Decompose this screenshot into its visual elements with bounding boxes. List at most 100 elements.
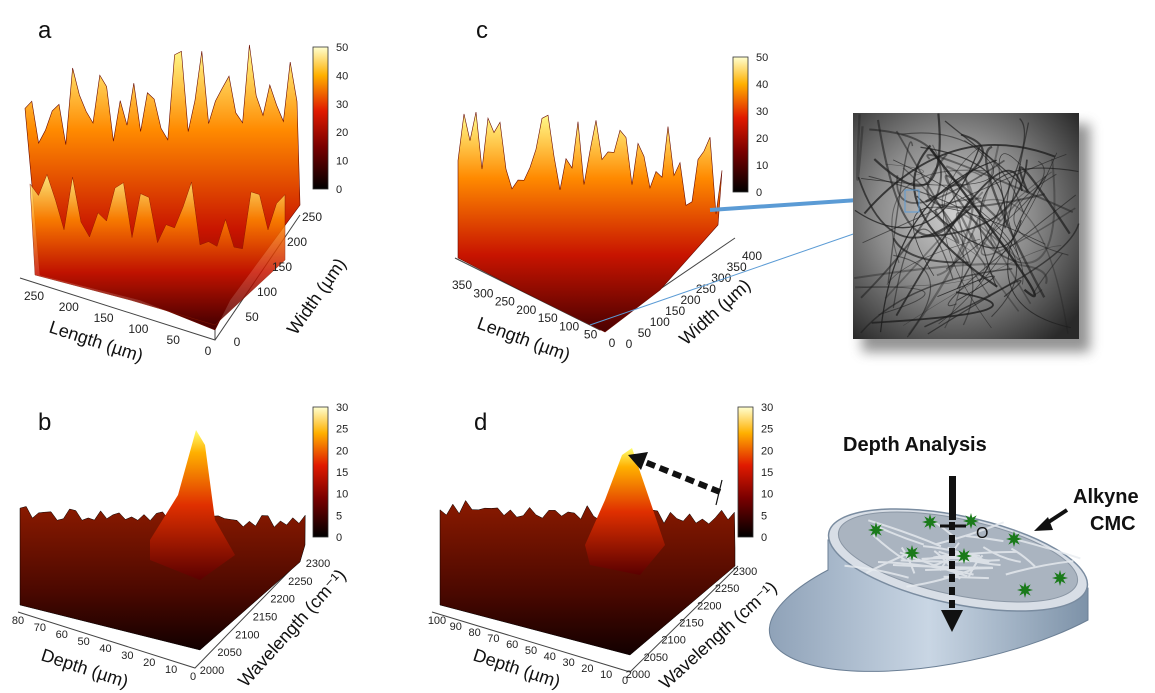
panel-a-length-ticks: 250 200 150 100 50 0: [24, 289, 212, 358]
fiber-strand: [887, 141, 914, 283]
fiber-strand: [1007, 175, 1071, 329]
panel-d-letter: d: [474, 409, 487, 436]
origin-label: O: [976, 525, 988, 542]
fiber-strand: [979, 167, 1079, 288]
fiber-strand: [924, 223, 1080, 328]
fiber-strand: [868, 175, 1018, 318]
axis-tick-label: 2150: [253, 612, 277, 624]
cmc-particle-icon: [1017, 582, 1033, 598]
dashed-arrow-head: [628, 452, 648, 470]
axis-tick-label: 2200: [697, 600, 721, 612]
schematic-title: Depth Analysis: [843, 434, 987, 456]
colorbar-tick-label: 10: [761, 489, 773, 501]
fiber-strand: [892, 228, 954, 309]
fiber-strand: [892, 237, 969, 264]
axis-tick-label: 50: [245, 310, 259, 324]
axis-tick-label: 80: [468, 627, 480, 639]
panel-c-letter: c: [476, 17, 488, 44]
axis-tick-label: 70: [487, 633, 499, 645]
disk-fibers: [844, 519, 1081, 588]
fiber-strand: [936, 144, 1000, 277]
cmc-particle-icon: [904, 545, 920, 561]
colorbar-tick-label: 10: [336, 156, 348, 168]
axis-tick-label: 80: [12, 615, 24, 627]
panel-a-colorbar-ticks: 0 10 20 30 40 50: [336, 42, 348, 196]
fiber-strand: [895, 130, 960, 244]
panel-d-colorbar: [737, 406, 754, 538]
fiber-strand: [913, 144, 998, 288]
colorbar-tick-label: 0: [336, 532, 342, 544]
axis-tick-label: 2050: [644, 652, 668, 664]
axis-tick-label: 200: [59, 300, 79, 314]
axis-tick-label: 2000: [626, 669, 650, 681]
colorbar-tick-label: 0: [756, 187, 762, 199]
axis-tick-label: 0: [205, 344, 212, 358]
colorbar-tick-label: 25: [761, 424, 773, 436]
panel-b-depth-ticks: 80 70 60 50 40 30 20 10 0: [12, 615, 196, 683]
fiber-strand: [862, 153, 1067, 244]
fiber-strand: [895, 169, 1023, 317]
fiber-strand: [901, 132, 1024, 213]
fiber-strand: [885, 163, 924, 176]
axis-tick-label: 0: [609, 336, 616, 350]
axis-tick-label: 350: [452, 278, 472, 292]
panel-b-axis-frame: [17, 559, 301, 669]
fiber-strand: [926, 153, 1045, 209]
axis-tick-label: 30: [562, 657, 574, 669]
axis-tick-label: 200: [287, 235, 307, 249]
colorbar-tick-label: 0: [336, 184, 342, 196]
panel-a-letter: a: [38, 17, 52, 44]
fiber-strand: [855, 286, 926, 316]
disk-fiber: [982, 546, 1021, 563]
dashed-arrow-tail-mark: [715, 479, 723, 506]
panel-d-wavelength-ticks: 2000 2050 2100 2150 2200 2250 2300: [626, 566, 757, 681]
axis-tick-label: 150: [94, 311, 114, 325]
axis-tick-label: 2050: [217, 647, 241, 659]
colorbar-tick-label: 30: [336, 402, 348, 414]
colorbar-tick-label: 30: [756, 106, 768, 118]
axis-tick-label: 250: [302, 210, 322, 224]
cmc-label: CMC: [1090, 513, 1136, 535]
alkyne-label: Alkyne: [1073, 486, 1139, 508]
colorbar-tick-label: 20: [756, 133, 768, 145]
axis-tick-label: 70: [34, 622, 46, 634]
axis-tick-label: 100: [128, 322, 148, 336]
axis-tick-label: 2250: [288, 576, 312, 588]
disk-fiber: [936, 521, 1005, 546]
colorbar-tick-label: 30: [336, 99, 348, 111]
axis-tick-label: 50: [167, 333, 181, 347]
panel-a-surface-front: [29, 173, 286, 326]
fiber-strand: [937, 275, 995, 301]
axis-tick-label: 0: [190, 671, 196, 683]
fiber-strand: [893, 254, 932, 338]
fiber-strand: [959, 214, 979, 250]
fiber-strand: [903, 245, 1062, 326]
dashed-arrow-line: [638, 457, 722, 495]
disk-fiber: [865, 552, 910, 574]
axis-tick-label: 10: [600, 669, 612, 681]
colorbar-tick-label: 40: [756, 79, 768, 91]
fiber-strand: [944, 120, 1031, 194]
fiber-strand: [956, 212, 1022, 312]
panel-d-surface: [439, 499, 736, 656]
panel-d-depth-ticks: 100 90 80 70 60 50 40 30 20 10 0: [428, 615, 628, 687]
fiber-strand: [998, 153, 1022, 256]
microscope-fibers: [854, 113, 1080, 338]
cmc-particle-icon: [1006, 531, 1022, 547]
disk-fiber: [1005, 560, 1074, 576]
axis-tick-label: 150: [272, 260, 292, 274]
fiber-strand: [884, 191, 984, 300]
fiber-strand: [857, 176, 972, 239]
depth-arrow-solid: [949, 476, 956, 520]
disk-fiber: [921, 550, 1017, 561]
disk-fiber: [900, 546, 916, 574]
axis-tick-label: 2150: [679, 618, 703, 630]
colorbar-tick-label: 50: [756, 52, 768, 64]
colorbar-tick-label: 20: [761, 445, 773, 457]
fiber-strand: [856, 114, 864, 181]
axis-tick-label: 50: [584, 328, 598, 342]
fiber-strand: [944, 174, 1002, 249]
axis-tick-label: 200: [516, 303, 536, 317]
